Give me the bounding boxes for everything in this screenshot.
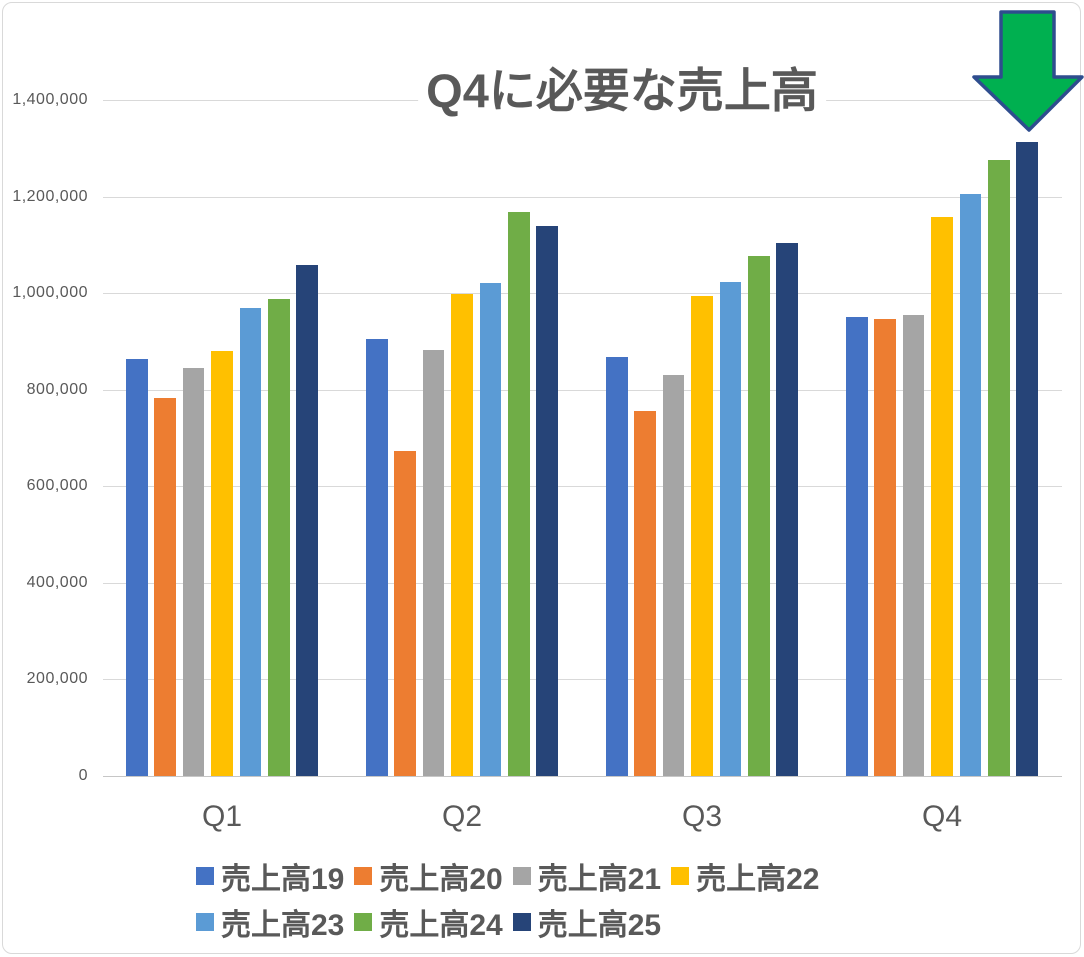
y-axis-tick-label: 200,000: [26, 670, 88, 688]
bar-series4-Q4: [931, 217, 953, 776]
bar-series5-Q3: [719, 282, 742, 776]
bar-series3-Q1: [182, 368, 205, 776]
gridline: [103, 679, 1062, 681]
plot-area: [103, 100, 1062, 776]
bar-series1-Q2: [366, 339, 388, 776]
bar-series7-Q2: [536, 226, 558, 776]
legend-label: 売上高21: [537, 863, 662, 896]
legend-label: 売上高22: [696, 863, 820, 896]
y-axis-tick-label: 400,000: [26, 573, 88, 591]
legend-label: 売上高25: [537, 909, 662, 942]
bar-group-Q2: [366, 100, 558, 776]
gridline: [103, 582, 1062, 584]
legend-item: 売上高21: [512, 854, 662, 898]
legend-swatch-icon: [354, 867, 373, 885]
bar-series1-Q3: [606, 356, 628, 776]
bar-series4-Q1: [211, 350, 233, 776]
y-axis-tick-label: 600,000: [26, 477, 88, 495]
legend-item: 売上高23: [196, 900, 344, 944]
bar-series4-Q3: [691, 295, 713, 776]
bar-series3-Q2: [422, 350, 445, 776]
legend-swatch-icon: [671, 867, 690, 885]
y-axis-tick-label: 800,000: [26, 380, 88, 398]
bar-group-Q1: [126, 100, 318, 776]
bar-series2-Q1: [154, 397, 176, 776]
legend: 売上高19 売上高20 売上高21 売上高22 売上高23 売上高24 売上高25: [196, 853, 830, 945]
legend-swatch-icon: [354, 913, 373, 931]
bar-series6-Q1: [268, 298, 290, 776]
bar-series5-Q4: [959, 194, 982, 776]
x-axis-label-Q4: Q4: [921, 800, 963, 833]
bar-series3-Q3: [662, 374, 685, 776]
gridline: [103, 776, 1062, 777]
legend-item: 売上高24: [354, 900, 503, 944]
legend-label: 売上高23: [221, 909, 345, 942]
legend-label: 売上高24: [379, 909, 503, 942]
x-axis-label-Q2: Q2: [441, 800, 483, 833]
x-axis-label-Q1: Q1: [201, 800, 243, 833]
chart-title: Q4に必要な売上高: [418, 64, 826, 119]
bar-series6-Q3: [748, 255, 770, 776]
bar-series7-Q3: [776, 243, 798, 776]
legend-label: 売上高19: [221, 863, 345, 896]
bar-series1-Q4: [846, 316, 868, 776]
bar-series2-Q3: [634, 410, 656, 776]
legend-swatch-icon: [512, 913, 531, 931]
y-axis-tick-label: 1,400,000: [12, 91, 88, 108]
x-axis-label-Q3: Q3: [681, 800, 723, 833]
down-arrow-icon: [972, 10, 1084, 132]
legend-row: 売上高19 売上高20 売上高21 売上高22: [196, 853, 830, 899]
legend-swatch-icon: [196, 867, 214, 885]
gridline: [103, 196, 1062, 198]
legend-swatch-icon: [196, 913, 214, 931]
y-axis-tick-label: 0: [78, 767, 88, 784]
y-axis-tick-label: 1,200,000: [12, 187, 88, 205]
gridline: [103, 389, 1062, 391]
legend-item: 売上高19: [196, 854, 344, 898]
bar-group-Q4: [846, 100, 1038, 776]
gridline: [103, 486, 1062, 488]
bar-series7-Q1: [296, 265, 318, 776]
bar-series6-Q4: [988, 160, 1010, 776]
legend-item: 売上高25: [512, 900, 662, 944]
bar-series2-Q2: [394, 451, 416, 776]
bar-series4-Q2: [451, 293, 473, 776]
bar-series6-Q2: [508, 212, 530, 776]
bar-series3-Q4: [902, 315, 925, 776]
bar-group-Q3: [606, 100, 798, 776]
y-axis-tick-label: 1,000,000: [12, 284, 88, 302]
bar-series2-Q4: [874, 318, 896, 776]
bar-series5-Q2: [479, 283, 502, 776]
gridline: [103, 293, 1062, 295]
legend-row: 売上高23 売上高24 売上高25: [196, 899, 830, 945]
legend-item: 売上高20: [354, 854, 503, 898]
legend-item: 売上高22: [671, 854, 820, 898]
bar-series5-Q1: [239, 307, 262, 776]
bar-series1-Q1: [126, 358, 148, 776]
bar-series7-Q4: [1016, 142, 1038, 776]
legend-label: 売上高20: [379, 863, 503, 896]
legend-swatch-icon: [512, 867, 531, 885]
